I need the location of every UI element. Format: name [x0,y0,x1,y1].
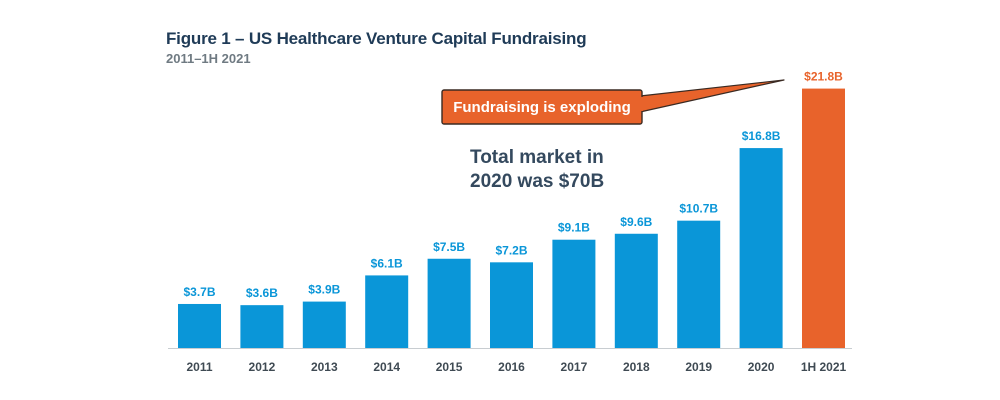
callout-text: Fundraising is exploding [453,99,631,116]
bar-2019 [677,220,721,348]
x-tick-label: 2018 [623,360,650,374]
callout-joint [639,97,643,111]
bar-value-label: $9.6B [620,215,652,229]
x-tick-label: 2016 [498,360,525,374]
bar-2011 [178,303,221,348]
x-tick-label: 2020 [748,360,775,374]
x-tick-label: 2013 [311,360,338,374]
chart-subtitle: 2011–1H 2021 [166,51,251,66]
bar-2016 [490,262,533,348]
market-note: Total market in 2020 was $70B [470,146,604,194]
x-tick-label: 2012 [249,360,276,374]
x-tick-label: 2011 [186,360,212,374]
bar-value-label: $3.9B [308,283,340,297]
bar-value-label: $3.6B [246,286,278,300]
bar-value-label: $7.2B [495,243,527,257]
x-tick-label: 2014 [373,360,400,374]
chart-title: Figure 1 – US Healthcare Venture Capital… [166,29,587,48]
x-tick-label: 2015 [436,360,463,374]
x-tick-label: 2019 [685,360,712,374]
x-tick-label: 1H 2021 [801,360,847,374]
bar-value-label: $10.7B [679,202,718,216]
bar-2012 [240,305,284,348]
bar-value-label: $16.8B [742,129,781,143]
market-note-line1: Total market in [470,147,604,168]
bar-2013 [302,301,346,348]
bar-2014 [365,275,409,348]
x-tick-label: 2017 [561,360,588,374]
bar-value-label: $6.1B [371,256,403,270]
bar-2020 [739,148,783,348]
bar-1h-2021 [802,88,845,348]
bar-value-label: $3.7B [183,285,215,299]
bar-2018 [614,233,658,348]
bar-2017 [552,239,596,348]
market-note-line2: 2020 was $70B [470,171,605,192]
bar-value-label: $7.5B [433,240,465,254]
callout-pointer [639,79,785,113]
bar-2015 [427,258,471,348]
bar-value-label: $9.1B [558,221,590,235]
bar-value-label: $21.8B [804,70,843,84]
